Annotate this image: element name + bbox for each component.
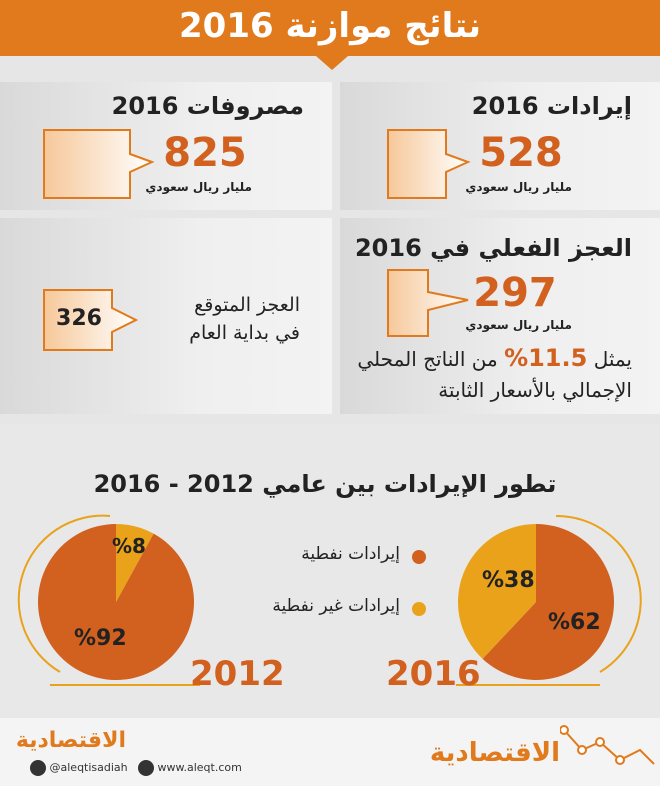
pie-2012-label-nonoil: %8 [112,534,146,558]
header-pointer [316,56,348,70]
expenses-title: مصروفات 2016 [111,92,304,120]
website-text: www.aleqt.com [157,761,242,774]
pie-frame-2012 [17,514,200,686]
deficit-note-pct: 11.5% [504,344,588,372]
legend-label-oil: إيرادات نفطية [301,544,400,564]
pie-2016-slice-0 [482,524,614,680]
deficit-note-line2: الإجمالي بالأسعار الثابتة [438,378,632,402]
revenues-callout [387,129,471,199]
expenses-callout [43,129,155,199]
expenses-unit: مليار ريال سعودي [145,180,252,194]
legend-swatch-oil [412,550,426,564]
deficit-note-rest: من الناتج المحلي [357,347,498,371]
deficit-expected-label-1: العجز المتوقع [194,294,300,316]
footer-logo: الاقتصادية [429,738,560,768]
footer [0,718,660,786]
legend-item-oil: إيرادات نفطية [230,544,426,570]
twitter-handle-text: @aleqtisadiah [49,761,128,774]
page-title: نتائج موازنة 2016 [179,6,481,46]
deficit-note-line1: يمثل 11.5% من الناتج المحلي [350,344,632,372]
revenues-unit: مليار ريال سعودي [465,180,572,194]
footer-brand-left: الاقتصادية [15,728,126,753]
deficit-actual-unit: مليار ريال سعودي [465,318,572,332]
twitter-handle[interactable]: @aleqtisadiah [30,760,128,776]
header-bar [0,0,660,56]
deficit-note-prefix: يمثل [593,347,632,371]
year-label-2012: 2012 [190,654,285,694]
legend-swatch-nonoil [412,602,426,616]
pie-2016-label-nonoil: %38 [482,568,535,593]
deficit-expected-callout [43,289,139,351]
year-label-2016: 2016 [386,654,481,694]
expenses-value: 825 [163,130,247,176]
pie-2012-label-oil: %92 [74,626,127,651]
revenue-section-title: تطور الإيرادات بين عامي 2012 - 2016 [93,470,557,498]
pie-2016-slice-1 [458,524,536,659]
pie-2012-slice-1 [116,524,154,602]
pie-2016-label-oil: %62 [548,610,601,635]
globe-icon [138,760,154,776]
pie-frame-2016 [456,514,642,686]
deficit-actual-value: 297 [473,270,557,316]
deficit-actual-callout [387,269,469,337]
trend-line-decoration [560,725,655,765]
pie-chart-2016 [458,524,614,680]
revenues-title: إيرادات 2016 [471,92,632,120]
deficit-expected-label-2: في بداية العام [189,322,300,344]
legend-item-nonoil: إيرادات غير نفطية [230,596,426,622]
deficit-actual-title: العجز الفعلي في 2016 [354,234,632,262]
revenues-value: 528 [479,130,563,176]
deficit-expected-value: 326 [56,306,102,331]
twitter-icon [30,760,46,776]
legend-label-nonoil: إيرادات غير نفطية [272,596,400,616]
website-link[interactable]: www.aleqt.com [138,760,242,776]
pie-chart-2012 [38,524,194,680]
